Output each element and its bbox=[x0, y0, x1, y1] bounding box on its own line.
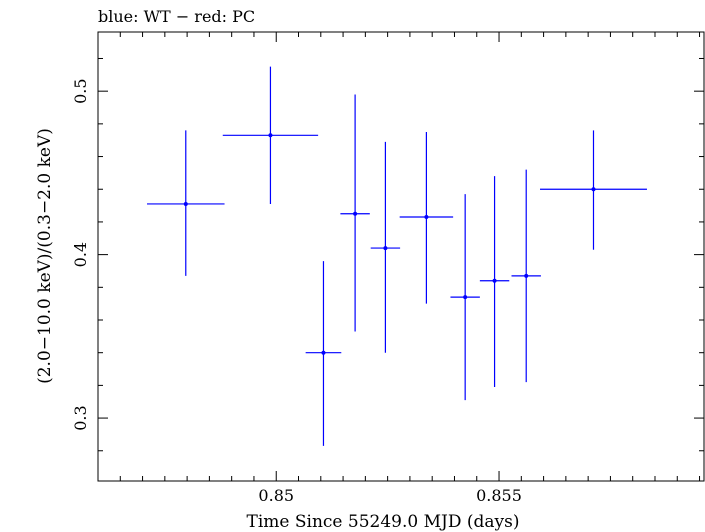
x-axis-label: Time Since 55249.0 MJD (days) bbox=[247, 512, 520, 532]
x-tick-labels: 0.85 0.855 bbox=[258, 486, 522, 505]
data-point bbox=[450, 194, 480, 401]
chart-title: blue: WT − red: PC bbox=[98, 7, 255, 26]
point-marker bbox=[383, 246, 388, 251]
data-point bbox=[540, 130, 647, 250]
point-marker bbox=[424, 215, 429, 220]
data-point bbox=[222, 66, 319, 204]
axis-ticks bbox=[97, 32, 704, 481]
point-marker bbox=[524, 273, 529, 278]
y-tick-label: 0.3 bbox=[71, 405, 90, 430]
y-axis-label: (2.0−10.0 keV)/(0.3−2.0 keV) bbox=[35, 128, 55, 384]
y-tick-label: 0.5 bbox=[71, 78, 90, 103]
data-points bbox=[147, 66, 647, 446]
data-point bbox=[479, 176, 510, 388]
y-tick-label: 0.4 bbox=[71, 242, 90, 267]
point-marker bbox=[268, 133, 273, 138]
point-marker bbox=[492, 278, 497, 283]
data-point bbox=[305, 261, 342, 446]
data-point bbox=[340, 94, 370, 332]
x-tick-label: 0.855 bbox=[476, 486, 522, 505]
point-marker bbox=[183, 201, 188, 206]
plot-frame bbox=[97, 31, 705, 482]
data-point bbox=[399, 132, 454, 304]
data-point bbox=[147, 130, 225, 276]
point-marker bbox=[591, 187, 596, 192]
data-point bbox=[370, 141, 401, 353]
point-marker bbox=[463, 295, 468, 300]
y-tick-labels: 0.3 0.4 0.5 bbox=[71, 78, 90, 430]
data-point bbox=[511, 169, 541, 383]
point-marker bbox=[321, 350, 326, 355]
point-marker bbox=[353, 211, 358, 216]
x-tick-label: 0.85 bbox=[258, 486, 294, 505]
